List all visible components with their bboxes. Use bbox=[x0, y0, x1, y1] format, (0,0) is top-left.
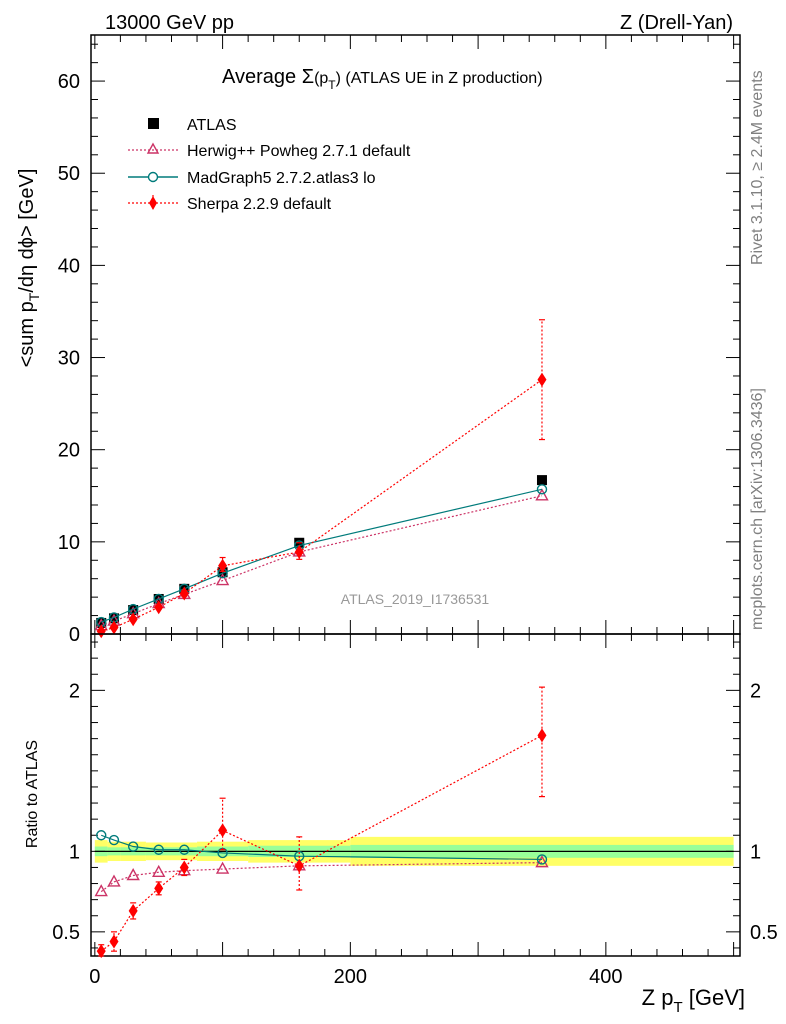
main-ytick-label: 60 bbox=[58, 71, 80, 93]
main-ytick-label: 20 bbox=[58, 440, 80, 462]
xlabel-sub: T bbox=[673, 999, 682, 1016]
title-sigma: Σ bbox=[302, 66, 314, 88]
ratio-ytick-label-right: 0.5 bbox=[750, 922, 778, 944]
title-arg: (p bbox=[314, 70, 328, 87]
ratio-sherpa-point bbox=[179, 860, 189, 875]
ratio-herwig-point bbox=[107, 874, 121, 887]
xlabel-pre: Z p bbox=[642, 985, 674, 1010]
legend-entry-atlas: ATLAS bbox=[148, 117, 237, 134]
ratio-sherpa-point bbox=[128, 903, 138, 918]
ratio-ylabel: Ratio to ATLAS bbox=[24, 740, 41, 848]
legend-marker-madgraph bbox=[147, 171, 159, 183]
main-ytick-label: 50 bbox=[58, 163, 80, 185]
ratio-madgraph-point bbox=[536, 854, 548, 865]
ratio-madgraph-point bbox=[127, 841, 139, 852]
ratio-sherpa-point bbox=[154, 881, 164, 896]
legend-label-sherpa: Sherpa 2.2.9 default bbox=[187, 196, 332, 213]
atlas-point bbox=[536, 475, 547, 486]
xtick-label: 0 bbox=[89, 966, 100, 988]
ylabel-post: /dη dϕ> [GeV] bbox=[16, 169, 38, 293]
ratio-herwig-point bbox=[126, 868, 140, 881]
herwig-point bbox=[215, 573, 230, 586]
legend-label-madgraph: MadGraph5 2.7.2.atlas3 lo bbox=[187, 170, 376, 187]
sherpa-point bbox=[128, 612, 138, 627]
xtick-label: 200 bbox=[334, 966, 367, 988]
ratio-herwig-point bbox=[152, 864, 166, 877]
xtick-label: 400 bbox=[589, 966, 622, 988]
ratio-ytick-label-left: 1 bbox=[69, 841, 80, 863]
main-panel: 0 10 20 30 40 50 60 bbox=[58, 34, 741, 646]
ratio-sherpa-point bbox=[96, 944, 106, 959]
ratio-herwig-point bbox=[215, 861, 230, 874]
legend-marker-atlas bbox=[148, 118, 159, 129]
title-sub: T bbox=[328, 78, 336, 92]
legend-entry-herwig: Herwig++ Powheg 2.7.1 default bbox=[128, 142, 411, 160]
atlas-point bbox=[108, 613, 119, 624]
legend-label-herwig: Herwig++ Powheg 2.7.1 default bbox=[187, 143, 411, 160]
madgraph-line bbox=[101, 488, 543, 623]
mcplots-label: mcplots.cern.ch [arXiv:1306.3436] bbox=[749, 388, 766, 630]
legend-marker-sherpa bbox=[149, 196, 157, 210]
header-right: Z (Drell-Yan) bbox=[620, 12, 733, 34]
sherpa-point bbox=[537, 372, 547, 387]
legend-marker-herwig bbox=[146, 142, 160, 154]
ratio-madgraph-point bbox=[153, 844, 164, 855]
sherpa-point bbox=[179, 586, 189, 601]
sherpa-point bbox=[218, 558, 228, 573]
xlabel-post: [GeV] bbox=[683, 985, 745, 1010]
ratio-madgraph-point bbox=[96, 830, 107, 841]
legend-label-atlas: ATLAS bbox=[187, 117, 237, 134]
sherpa-point bbox=[154, 600, 164, 615]
ratio-ytick-label-left: 2 bbox=[69, 680, 80, 702]
madgraph-point bbox=[536, 484, 548, 495]
legend-entry-madgraph: MadGraph5 2.7.2.atlas3 lo bbox=[128, 170, 376, 187]
ratio-madgraph-point bbox=[108, 834, 120, 846]
main-ytick-label: 0 bbox=[69, 624, 80, 646]
title-pre: Average bbox=[222, 66, 302, 88]
main-ytick-label: 10 bbox=[58, 532, 80, 554]
ratio-frame bbox=[90, 633, 741, 957]
main-ytick-label: 30 bbox=[58, 348, 80, 370]
ylabel-sub: T bbox=[26, 292, 42, 301]
ratio-madgraph-point bbox=[179, 844, 190, 855]
ratio-sherpa-point bbox=[294, 858, 304, 873]
sherpa-point bbox=[294, 544, 304, 559]
herwig-point bbox=[535, 488, 549, 501]
rivet-label: Rivet 3.1.10, ≥ 2.4M events bbox=[749, 70, 766, 265]
header-left: 13000 GeV pp bbox=[105, 12, 234, 34]
ratio-ytick-label-right: 1 bbox=[750, 841, 761, 863]
main-title: Average Σ(pT) (ATLAS UE in Z production) bbox=[222, 66, 543, 92]
atlas-point bbox=[128, 605, 139, 616]
ratio-sherpa-point bbox=[218, 823, 228, 838]
legend: ATLAS Herwig++ Powheg 2.7.1 default MadG… bbox=[128, 117, 411, 213]
title-post: ) bbox=[336, 70, 341, 87]
legend-entry-sherpa: Sherpa 2.2.9 default bbox=[128, 195, 332, 213]
title-rest: (ATLAS UE in Z production) bbox=[341, 70, 543, 87]
ylabel-pre: <sum p bbox=[16, 301, 38, 367]
ratio-madgraph-line bbox=[101, 834, 542, 860]
sherpa-point bbox=[109, 620, 119, 635]
ratio-ytick-label-right: 2 bbox=[750, 680, 761, 702]
ratio-herwig-point bbox=[535, 855, 549, 868]
ratio-herwig-line bbox=[100, 862, 542, 893]
ratio-sherpa-point bbox=[537, 728, 547, 743]
main-ylabel: <sum pT/dη dϕ> [GeV] bbox=[16, 169, 42, 368]
ratio-herwig-point bbox=[94, 884, 108, 897]
analysis-watermark: ATLAS_2019_I1736531 bbox=[341, 591, 490, 607]
ratio-ytick-label-left: 0.5 bbox=[52, 922, 80, 944]
main-ytick-label: 40 bbox=[58, 255, 80, 277]
ratio-sherpa-point bbox=[109, 934, 119, 949]
atlas-point bbox=[96, 617, 107, 628]
xlabel: Z pT [GeV] bbox=[642, 985, 745, 1016]
ratio-panel: 0 200 400 0.5 0.5 1 1 2 2 bbox=[52, 633, 778, 988]
